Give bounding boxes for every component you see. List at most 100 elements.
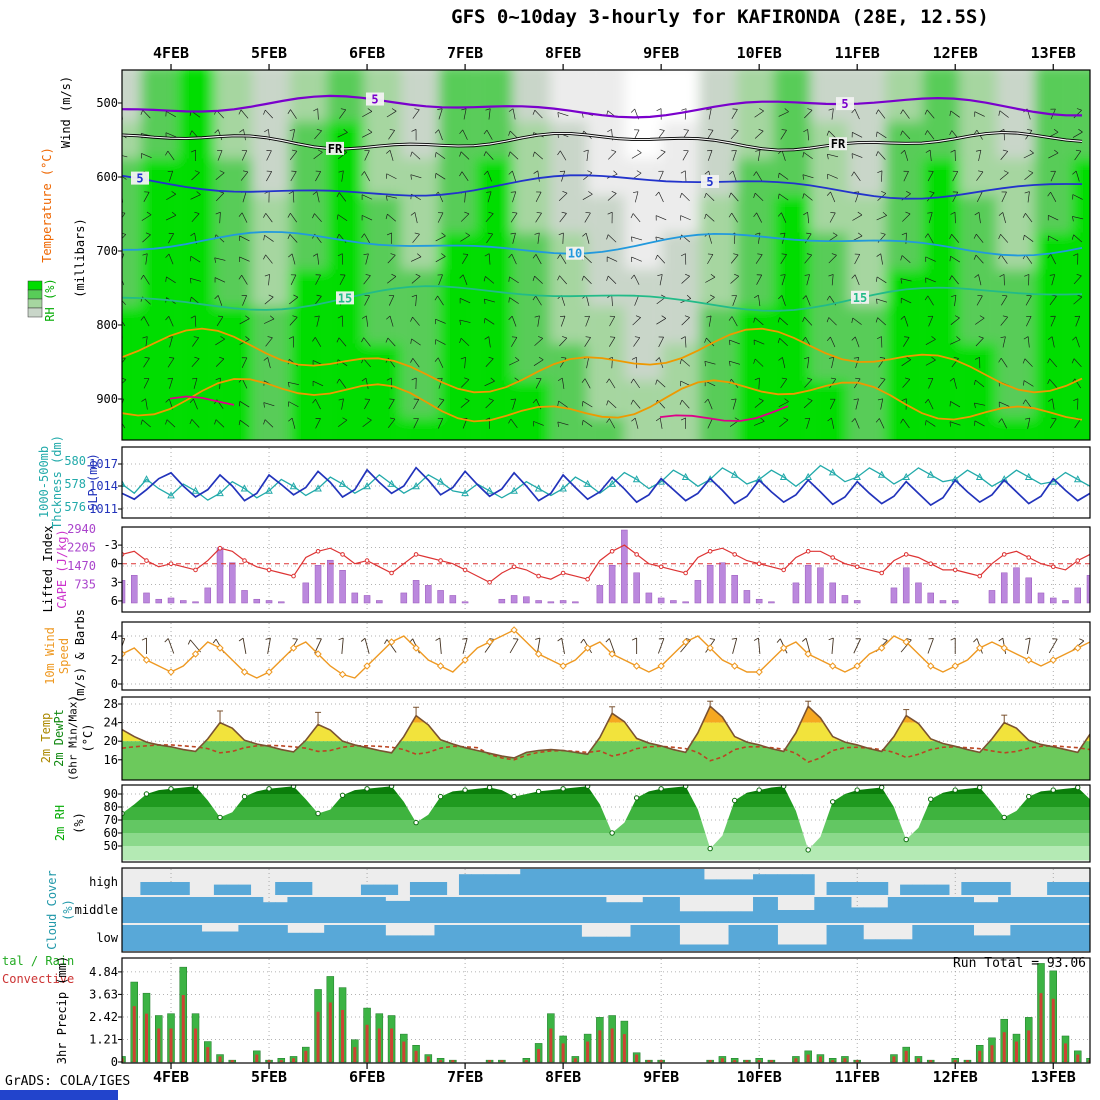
svg-text:15: 15 (853, 291, 867, 305)
wind10m-label-1: 10m Wind (43, 627, 57, 685)
dewpt-label: 2m DewPt (52, 709, 66, 767)
panel-t2m (122, 697, 1090, 780)
date-label-bottom: 10FEB (737, 1068, 782, 1086)
rh2m-unit-label: (%) (72, 812, 86, 834)
svg-text:FR: FR (831, 137, 846, 151)
chart-title: GFS 0~10day 3-hourly for KAFIRONDA (28E,… (451, 6, 989, 28)
cloud-unit-label: (%) (61, 899, 75, 921)
lifted-index-label: Lifted Index (41, 525, 55, 613)
svg-text:3: 3 (111, 575, 118, 589)
svg-text:1470: 1470 (67, 559, 96, 573)
tick-label: 0 (111, 1055, 118, 1069)
svg-text:2205: 2205 (67, 541, 96, 555)
tick-label: 90 (104, 787, 118, 801)
tick-label: 16 (104, 753, 118, 767)
date-label-top: 9FEB (643, 44, 679, 62)
date-label-top: 8FEB (545, 44, 581, 62)
svg-text:low: low (96, 931, 118, 945)
thickness-label-1: 1000-500mb (37, 445, 51, 519)
contour-labels: 5 5 FR FR 5 5 10 15 15 (131, 92, 869, 305)
thickness-label-2: Thckness (dm) (50, 435, 64, 529)
date-label-top: 10FEB (737, 44, 782, 62)
date-label-bottom: 13FEB (1031, 1068, 1076, 1086)
svg-text:high: high (89, 875, 118, 889)
date-label-top: 13FEB (1031, 44, 1076, 62)
svg-text:-3: -3 (104, 538, 118, 552)
tick-label: 0 (111, 677, 118, 691)
svg-text:FR: FR (328, 142, 343, 156)
tick-label: 600 (96, 170, 118, 184)
rh-legend-label: RH (%) (43, 278, 57, 322)
date-label-bottom: 5FEB (251, 1068, 287, 1086)
tick-label: 900 (96, 392, 118, 406)
tick-label: 20 (104, 734, 118, 748)
tick-label: 4 (111, 629, 118, 643)
date-label-bottom: 7FEB (447, 1068, 483, 1086)
t2m-unit-label: (°C) (81, 723, 95, 753)
tick-label: 70 (104, 813, 118, 827)
tick-label: 700 (96, 244, 118, 258)
grads-credit: GrADS: COLA/IGES (5, 1074, 131, 1089)
panel-slp-thickness (122, 447, 1090, 518)
panel-precip (122, 958, 1090, 1063)
svg-text:1014: 1014 (89, 479, 118, 493)
tick-label: 50 (104, 839, 118, 853)
wind10m-label-2: Speed (57, 637, 71, 675)
date-label-bottom: 6FEB (349, 1068, 385, 1086)
date-label-top: 5FEB (251, 44, 287, 62)
minmax-label: (6hr Min/Max) (66, 694, 80, 782)
precip-axis-label: 3hr Precip (mm) (55, 955, 69, 1065)
date-label-top: 7FEB (447, 44, 483, 62)
tick-label: 24 (104, 716, 118, 730)
tick-label: 80 (104, 800, 118, 814)
svg-text:1011: 1011 (89, 502, 118, 516)
wind10m-label-3: (m/s) & Barbs (73, 609, 87, 703)
svg-text:15: 15 (338, 291, 352, 305)
date-label-top: 6FEB (349, 44, 385, 62)
svg-text:735: 735 (74, 578, 96, 592)
temperature-contours (122, 94, 1083, 423)
svg-text:5: 5 (371, 93, 378, 107)
cape-label: CAPE (J/kg) (55, 529, 69, 609)
date-label-bottom: 9FEB (643, 1068, 679, 1086)
date-label-top: 12FEB (933, 44, 978, 62)
svg-text:0: 0 (111, 557, 118, 571)
tick-label: 2 (111, 653, 118, 667)
svg-text:6: 6 (111, 594, 118, 608)
panel-cape-li (122, 527, 1090, 612)
tick-label: 2.42 (89, 1010, 118, 1024)
svg-text:1017: 1017 (89, 457, 118, 471)
svg-text:578: 578 (64, 477, 86, 491)
date-label-bottom: 11FEB (835, 1068, 880, 1086)
svg-text:2940: 2940 (67, 522, 96, 536)
date-label-bottom: 12FEB (933, 1068, 978, 1086)
panel-wind10m (122, 622, 1090, 690)
pressure-axis-label: (millibars) (73, 218, 87, 298)
tick-label: 3.63 (89, 987, 118, 1001)
rh2m-label: 2m RH (53, 804, 67, 842)
svg-text:middle: middle (75, 903, 118, 917)
svg-text:5: 5 (841, 97, 848, 111)
panel-cloud-cover (122, 868, 1090, 952)
slp-label: SLP (mb) (86, 453, 100, 511)
date-label-top: 4FEB (153, 44, 189, 62)
tick-label: 500 (96, 96, 118, 110)
precip-total-rain-label: tal / Rain (2, 954, 75, 968)
tick-label: 28 (104, 697, 118, 711)
upper-air-wind-label: Wind (m/s) (59, 75, 73, 149)
tick-label: 4.84 (89, 965, 118, 979)
grads-logo-bar (0, 1090, 118, 1100)
cloud-cover-label: Cloud Cover (45, 870, 59, 950)
svg-text:5: 5 (136, 172, 143, 186)
tick-label: 800 (96, 318, 118, 332)
svg-text:580: 580 (64, 454, 86, 468)
tick-label: 60 (104, 826, 118, 840)
panel-rh2m (122, 785, 1090, 862)
panel-upper-air (122, 70, 1090, 440)
upper-air-temp-label: Temperature (°C) (40, 147, 54, 263)
tick-label: 1.21 (89, 1033, 118, 1047)
svg-text:5: 5 (706, 175, 713, 189)
t2m-label: 2m Temp (39, 712, 53, 764)
